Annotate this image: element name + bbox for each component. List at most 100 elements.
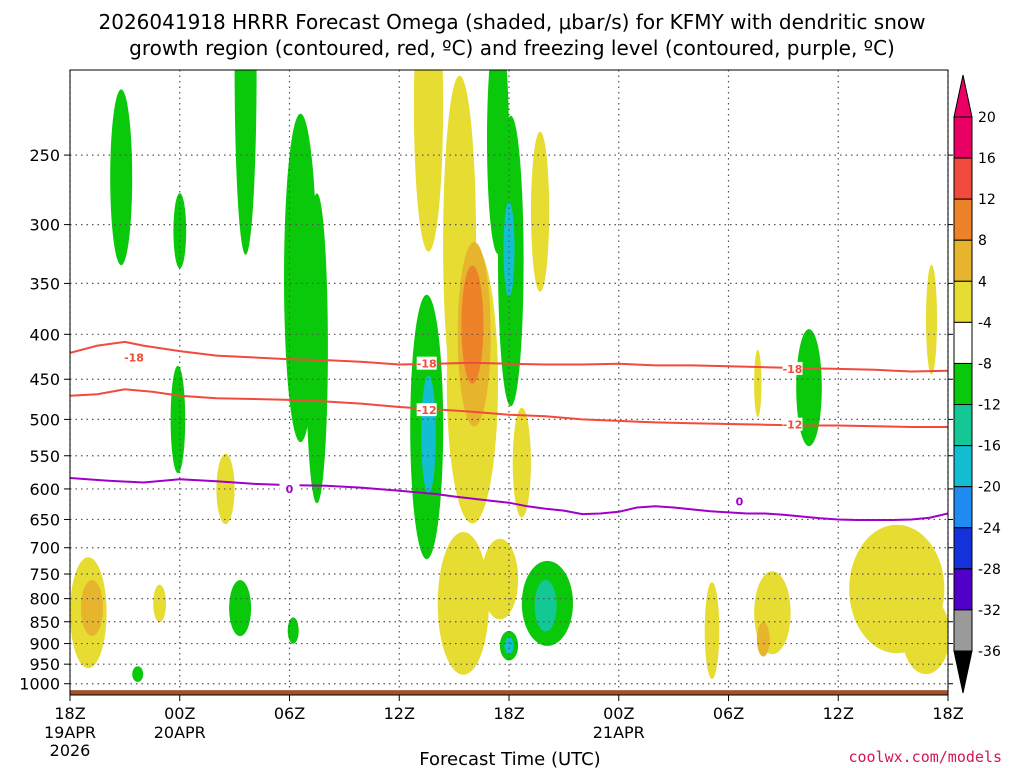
omega-cell-8 <box>305 193 328 504</box>
y-tick-label-7: 600 <box>29 480 60 499</box>
omega-cell-28 <box>481 538 519 620</box>
colorbar-segment-11 <box>953 568 973 611</box>
colorbar-over-triangle <box>953 74 973 118</box>
x-tick-label-7: 12Z <box>823 704 854 723</box>
y-tick-label-5: 500 <box>29 410 60 429</box>
surface-band <box>70 690 948 695</box>
omega-cell-3 <box>461 265 484 384</box>
contour-label-bg-1-0 <box>416 403 437 417</box>
y-tick-label-9: 700 <box>29 539 60 558</box>
omega-cell-32 <box>504 637 514 655</box>
chart-title-line-2: growth region (contoured, red, ºC) and f… <box>129 36 895 60</box>
omega-cell-21 <box>512 407 531 518</box>
colorbar-segment-bottom <box>953 609 973 652</box>
contour-label-0-2: -18 <box>783 363 803 376</box>
colorbar-label-6: -8 <box>978 356 992 372</box>
contour-label-2-0: 0 <box>286 483 294 496</box>
contour-label-bg-0-2 <box>782 361 803 375</box>
omega-cell-27 <box>437 532 489 675</box>
x-tick-label-0: 18Z <box>54 704 85 723</box>
colorbar-label-13: -36 <box>978 644 1001 660</box>
y-tick-label-3: 400 <box>29 325 60 344</box>
omega-cell-35 <box>756 622 770 657</box>
omega-cell-6 <box>503 201 515 298</box>
x-date-label-0-1: 2026 <box>50 741 91 760</box>
omega-cell-23 <box>81 580 103 637</box>
temperature-contours: -18 -18 -18 -12 -12 0 0 <box>70 340 948 521</box>
colorbar-segment-2 <box>953 198 973 241</box>
omega-cell-18 <box>926 264 937 375</box>
colorbar-label-5: -4 <box>978 315 992 331</box>
contour-label-bg-2-0 <box>279 481 300 495</box>
omega-shading <box>70 70 948 682</box>
omega-cell-15 <box>796 329 822 447</box>
omega-cell-24 <box>153 584 167 623</box>
omega-cell-17 <box>531 131 550 292</box>
colorbar-label-12: -32 <box>978 603 1001 619</box>
colorbar-segment-3 <box>953 239 973 282</box>
omega-cell-30 <box>534 579 557 632</box>
y-axis-pressure: 250 300 350 400 450 500 550 600 650 700 750 800 850 9… <box>19 146 953 694</box>
omega-cell-33 <box>704 582 720 680</box>
colorbar-segment-8 <box>953 445 973 488</box>
colorbar-segment-6 <box>953 362 973 406</box>
colorbar-segment-5 <box>953 321 973 364</box>
contour-label-bg-0-0 <box>124 350 145 364</box>
colorbar-label-3: 8 <box>978 233 987 249</box>
y-tick-label-4: 450 <box>29 370 60 389</box>
colorbar-label-2: 12 <box>978 192 996 208</box>
y-tick-label-12: 850 <box>29 613 60 632</box>
x-tick-label-1: 00Z <box>164 704 195 723</box>
colorbar-segment-0 <box>953 116 973 159</box>
x-tick-label-3: 12Z <box>384 704 415 723</box>
contour-label-1-1: -12 <box>783 419 803 432</box>
omega-cell-12 <box>110 89 133 266</box>
colorbar-label-1: 16 <box>978 151 996 167</box>
contour-label-bg-2-1 <box>729 494 750 508</box>
ground-surface <box>70 690 948 695</box>
credit-link[interactable]: coolwx.com/models <box>848 748 1002 766</box>
contour-label-0-1: -18 <box>417 358 437 371</box>
colorbar-label-9: -20 <box>978 480 1001 496</box>
colorbar-label-11: -28 <box>978 562 1001 578</box>
colorbar-under-triangle <box>953 650 973 694</box>
x-date-label-0-0: 19APR <box>44 723 96 742</box>
omega-cell-16 <box>413 70 444 252</box>
colorbar-label-8: -16 <box>978 439 1001 455</box>
x-tick-label-4: 18Z <box>493 704 524 723</box>
x-tick-label-2: 06Z <box>274 704 305 723</box>
omega-cell-37 <box>902 595 948 675</box>
y-tick-label-13: 900 <box>29 635 60 654</box>
omega-cell-25 <box>229 580 252 637</box>
colorbar-segment-1 <box>953 157 973 200</box>
colorbar-segment-9 <box>953 486 973 529</box>
omega-cell-26 <box>287 617 299 644</box>
y-tick-label-1: 300 <box>29 216 60 235</box>
contour-label-bg-0-1 <box>416 356 437 370</box>
omega-cell-14 <box>421 375 436 494</box>
contour-label-bg-1-1 <box>782 417 803 431</box>
x-axis-time: 18Z 00Z 06Z 12Z 18Z 00Z 06Z 12Z 18Z19APR202620AP… <box>44 695 964 760</box>
x-tick-label-6: 06Z <box>713 704 744 723</box>
contour-label-1-0: -12 <box>417 404 437 417</box>
colorbar-label-10: -24 <box>978 521 1001 537</box>
y-tick-label-6: 550 <box>29 447 60 466</box>
contour-label-0-0: -18 <box>124 351 144 364</box>
y-tick-label-15: 1000 <box>19 675 60 694</box>
omega-cell-11 <box>170 365 186 474</box>
colorbar-label-4: 4 <box>978 274 987 290</box>
x-axis-label: Forecast Time (UTC) <box>419 749 600 768</box>
y-tick-label-11: 800 <box>29 590 60 609</box>
omega-cell-9 <box>234 70 257 255</box>
contour-label-2-1: 0 <box>736 495 744 508</box>
colorbar-segment-10 <box>953 527 973 570</box>
colorbar-label-7: -12 <box>978 398 1001 414</box>
x-date-label-1-0: 20APR <box>154 723 206 742</box>
colorbar-segment-7 <box>953 404 973 447</box>
omega-cell-38 <box>132 666 144 682</box>
colorbar: 20 16 12 8 4 -4 -8 -12 -16 -20 -24 -28 -32 -36 <box>953 74 1001 694</box>
colorbar-segment-4 <box>953 280 973 323</box>
omega-cell-19 <box>754 349 762 417</box>
x-tick-label-8: 18Z <box>932 704 963 723</box>
